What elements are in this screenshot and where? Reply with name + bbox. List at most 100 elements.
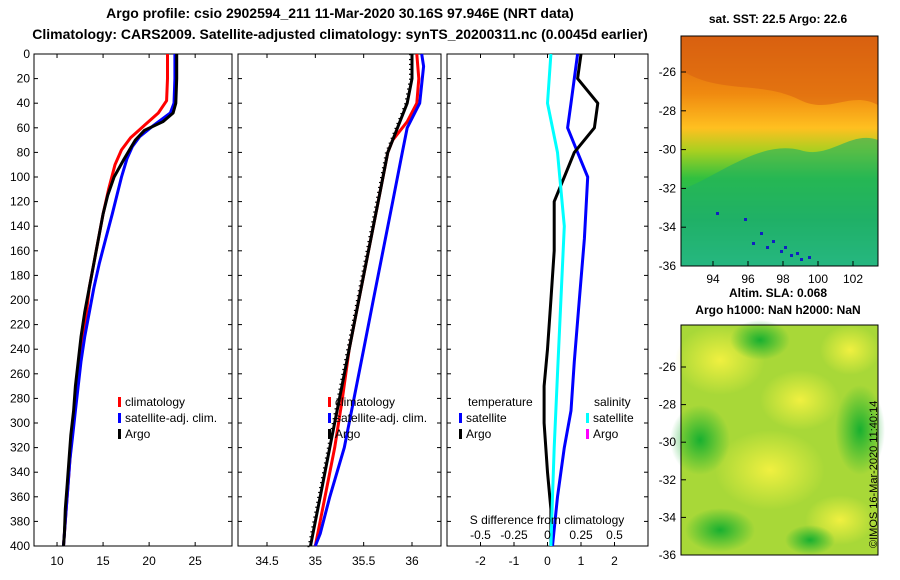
argo-sample-mark <box>370 226 373 228</box>
sst-map-speckle <box>760 232 763 235</box>
argo-sample-mark <box>348 339 351 341</box>
sla-map-high-4 <box>715 430 825 510</box>
argo-sample-mark <box>310 531 313 533</box>
x-tick-label: 1 <box>578 554 585 568</box>
argo-sample-mark <box>312 521 315 523</box>
s-difference-tick-label: -0.25 <box>500 528 528 542</box>
argo-sample-mark <box>318 491 321 494</box>
argo-sample-mark <box>374 206 377 208</box>
title-line-2: Climatology: CARS2009. Satellite-adjuste… <box>32 26 648 42</box>
profile-panel-2: 34.5 35 35.5 36 climatology satellite-adj. cl… <box>237 53 442 568</box>
panel-frame <box>237 53 442 547</box>
argo-sample-mark <box>337 393 340 395</box>
y-tick-label: 60 <box>17 121 31 135</box>
argo-sample-mark <box>320 482 323 484</box>
sla-map-title-1: Altim. SLA: 0.068 <box>729 286 827 300</box>
argo-sample-mark <box>408 83 411 85</box>
sst-map-speckle <box>780 250 783 253</box>
legend-label: Argo <box>466 427 492 441</box>
y-tick-label: 200 <box>10 293 30 307</box>
argo-sample-mark <box>311 526 314 528</box>
sla-map-y-tick-label: -34 <box>659 510 677 524</box>
argo-sample-mark <box>335 403 338 405</box>
argo-sample-mark <box>365 250 368 252</box>
x-tick-label: 15 <box>96 554 110 568</box>
y-tick-label: 20 <box>17 72 31 86</box>
argo-sample-mark <box>355 300 358 302</box>
argo-sample-mark <box>357 290 360 292</box>
legend-label: salinity <box>594 395 631 409</box>
sst-map-speckle <box>752 242 755 245</box>
argo-sample-mark <box>323 462 326 464</box>
argo-sample-mark <box>375 201 378 203</box>
argo-sample-mark <box>319 486 322 489</box>
sst-map-speckle <box>766 246 769 249</box>
argo-sample-mark <box>326 447 329 449</box>
sst-map <box>680 35 879 267</box>
x-tick-label: 20 <box>142 554 156 568</box>
argo-sample-mark <box>333 413 336 415</box>
argo-sample-mark <box>360 275 363 277</box>
sst-map-x-tick-label: 102 <box>843 272 863 286</box>
y-tick-label: 140 <box>10 219 30 233</box>
sst-map-speckle <box>744 218 747 221</box>
x-tick-label: 34.5 <box>255 554 279 568</box>
s-difference-tick-label: 0 <box>544 528 551 542</box>
argo-sample-mark <box>386 147 389 149</box>
argo-sample-mark <box>388 142 391 144</box>
sst-map-y-tick-label: -26 <box>659 65 677 79</box>
s-difference-tick-label: -0.5 <box>470 528 491 542</box>
argo-sample-mark <box>351 324 353 326</box>
sst-map-speckle <box>790 254 793 257</box>
argo-sample-mark <box>378 186 381 189</box>
argo-sample-mark <box>407 88 410 90</box>
sla-map-y-tick-label: -32 <box>659 473 677 487</box>
title-line-1: Argo profile: csio 2902594_211 11-Mar-20… <box>106 5 574 21</box>
y-tick-label: 360 <box>10 490 30 504</box>
argo-sample-mark <box>324 457 327 459</box>
sst-map-cool-region <box>681 137 878 266</box>
argo-sample-mark <box>382 162 385 164</box>
argo-sample-mark <box>409 58 411 61</box>
argo-sample-mark <box>359 280 362 282</box>
argo-sample-mark <box>350 329 353 331</box>
argo-sample-mark <box>316 501 319 503</box>
argo-sample-mark <box>392 132 395 134</box>
y-tick-label: 260 <box>10 367 30 381</box>
argo-sample-mark <box>331 423 334 425</box>
y-tick-label: 380 <box>10 514 30 528</box>
argo-sample-mark <box>344 359 347 361</box>
argo-sample-mark <box>325 452 328 454</box>
argo-sample-mark <box>377 191 380 193</box>
sla-map-low-3 <box>835 385 885 475</box>
sla-map-y-tick-label: -30 <box>659 435 677 449</box>
s-difference-tick-label: 0.5 <box>606 528 623 542</box>
sst-map-speckle <box>800 258 803 261</box>
series-line-temperature-satellite <box>551 53 590 547</box>
legend-swatch <box>586 429 589 439</box>
argo-sample-mark <box>354 304 357 307</box>
argo-sample-mark <box>364 255 367 257</box>
x-tick-label: 36 <box>405 554 419 568</box>
argo-sample-mark <box>379 181 382 184</box>
argo-sample-mark <box>343 363 346 366</box>
legend-swatch <box>328 429 331 439</box>
argo-sample-mark <box>363 260 366 262</box>
argo-sample-mark <box>381 167 384 169</box>
argo-sample-mark <box>384 152 387 154</box>
legend-label: Argo <box>125 427 151 441</box>
sst-map-x-tick-label: 100 <box>808 272 828 286</box>
y-tick-label: 280 <box>10 391 30 405</box>
sst-map-y-tick-label: -34 <box>659 220 677 234</box>
x-tick-label: 10 <box>50 554 64 568</box>
y-tick-label: 340 <box>10 465 30 479</box>
argo-sample-mark <box>366 245 369 248</box>
argo-sample-mark <box>380 172 383 174</box>
argo-sample-mark <box>351 319 354 321</box>
argo-sample-mark <box>334 408 337 410</box>
argo-sample-mark <box>376 196 379 198</box>
sla-map-y-tick-label: -36 <box>659 548 677 562</box>
argo-sample-mark <box>405 98 408 100</box>
argo-sample-mark <box>358 285 361 287</box>
argo-sample-mark <box>332 418 335 420</box>
